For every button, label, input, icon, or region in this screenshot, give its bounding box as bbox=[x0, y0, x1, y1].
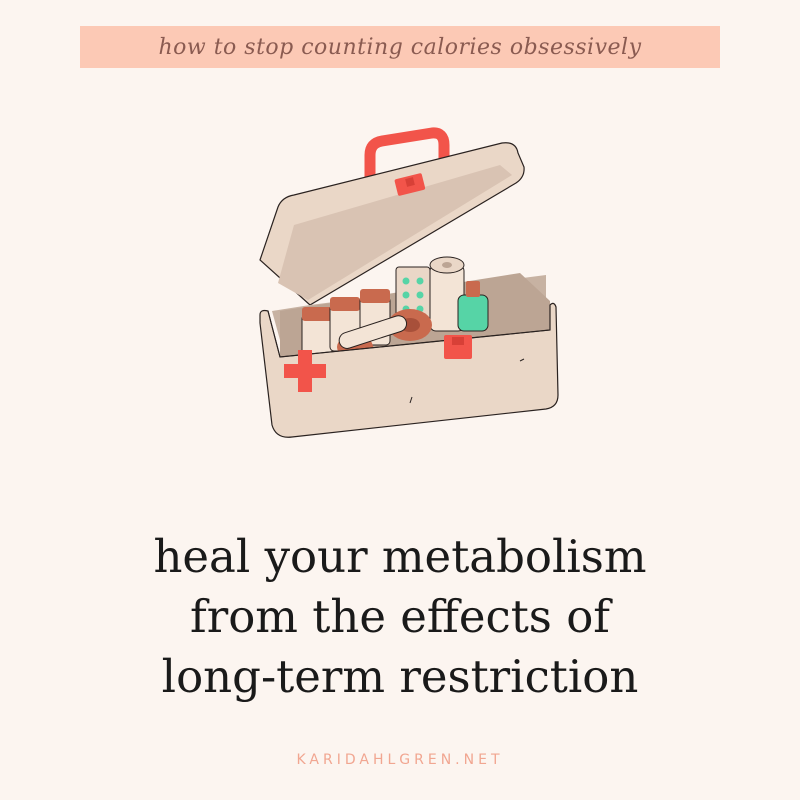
headline: heal your metabolism from the effects of… bbox=[40, 527, 760, 707]
paper-roll bbox=[429, 256, 465, 332]
first-aid-kit-svg bbox=[259, 127, 559, 438]
red-cross-icon bbox=[284, 350, 326, 392]
headline-line-1: heal your metabolism bbox=[153, 530, 647, 583]
footer-url[interactable]: KARIDAHLGREN.NET bbox=[296, 752, 504, 768]
header-banner: how to stop counting calories obsessivel… bbox=[80, 26, 720, 68]
green-bottle bbox=[457, 281, 489, 332]
header-tagline: how to stop counting calories obsessivel… bbox=[158, 34, 642, 60]
headline-line-2: from the effects of bbox=[190, 590, 610, 643]
headline-line-3: long-term restriction bbox=[161, 650, 639, 703]
first-aid-kit-icon bbox=[220, 125, 580, 455]
